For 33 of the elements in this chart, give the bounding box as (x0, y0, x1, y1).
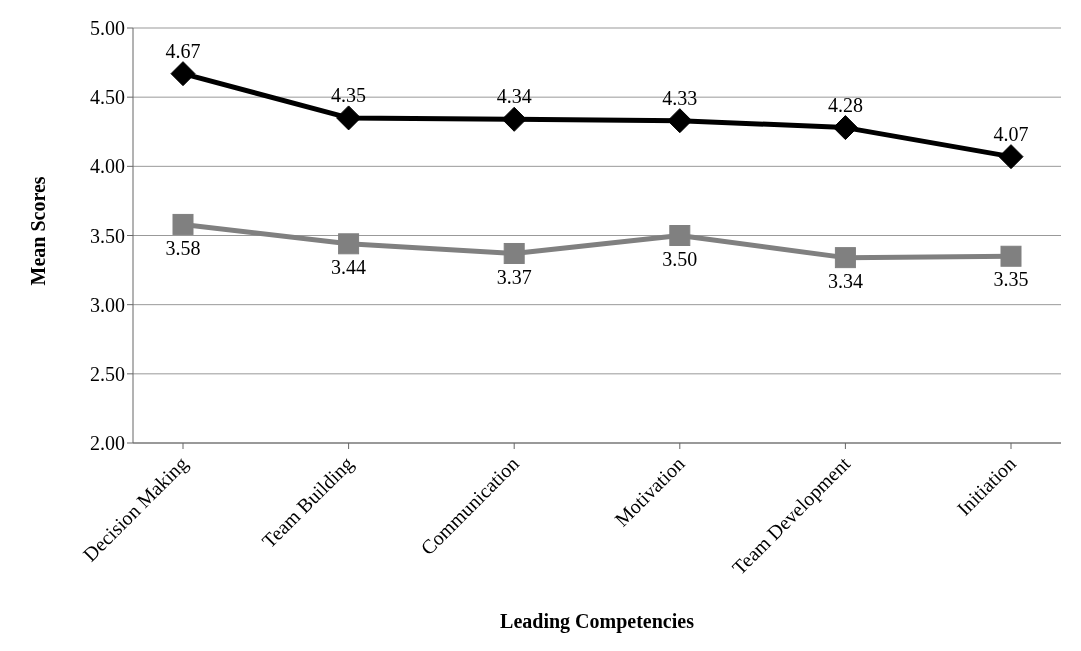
y-tick-label: 3.00 (90, 293, 125, 316)
data-label: 3.37 (496, 265, 532, 288)
y-tick-label: 2.50 (90, 362, 125, 385)
point (503, 242, 525, 264)
point (501, 106, 527, 132)
point (998, 144, 1024, 170)
y-tick-label: 5.00 (90, 17, 125, 40)
data-label: 3.34 (827, 269, 863, 292)
point (170, 61, 196, 87)
point (669, 225, 691, 246)
point (336, 105, 362, 131)
data-label: 4.35 (331, 83, 367, 106)
y-tick-label: 3.50 (90, 224, 125, 247)
y-tick-label: 4.00 (90, 155, 125, 178)
data-label: 4.67 (165, 39, 201, 62)
y-axis-title: Mean Scores (27, 176, 50, 286)
data-label: 3.50 (662, 247, 698, 270)
point (832, 115, 858, 141)
point (667, 108, 693, 134)
data-label: 4.34 (496, 85, 532, 108)
data-label: 3.44 (331, 256, 367, 278)
data-label: 4.07 (993, 122, 1029, 145)
y-tick-label: 4.50 (90, 86, 125, 109)
point (1000, 245, 1022, 267)
point (338, 233, 360, 255)
data-label: 3.58 (165, 236, 201, 259)
y-tick-label: 2.00 (90, 432, 125, 455)
data-label: 4.28 (827, 93, 863, 116)
data-label: 3.35 (993, 268, 1029, 291)
point (172, 213, 194, 235)
x-axis-title: Leading Competencies (500, 610, 695, 633)
data-label: 4.33 (662, 86, 698, 109)
point (834, 247, 856, 269)
